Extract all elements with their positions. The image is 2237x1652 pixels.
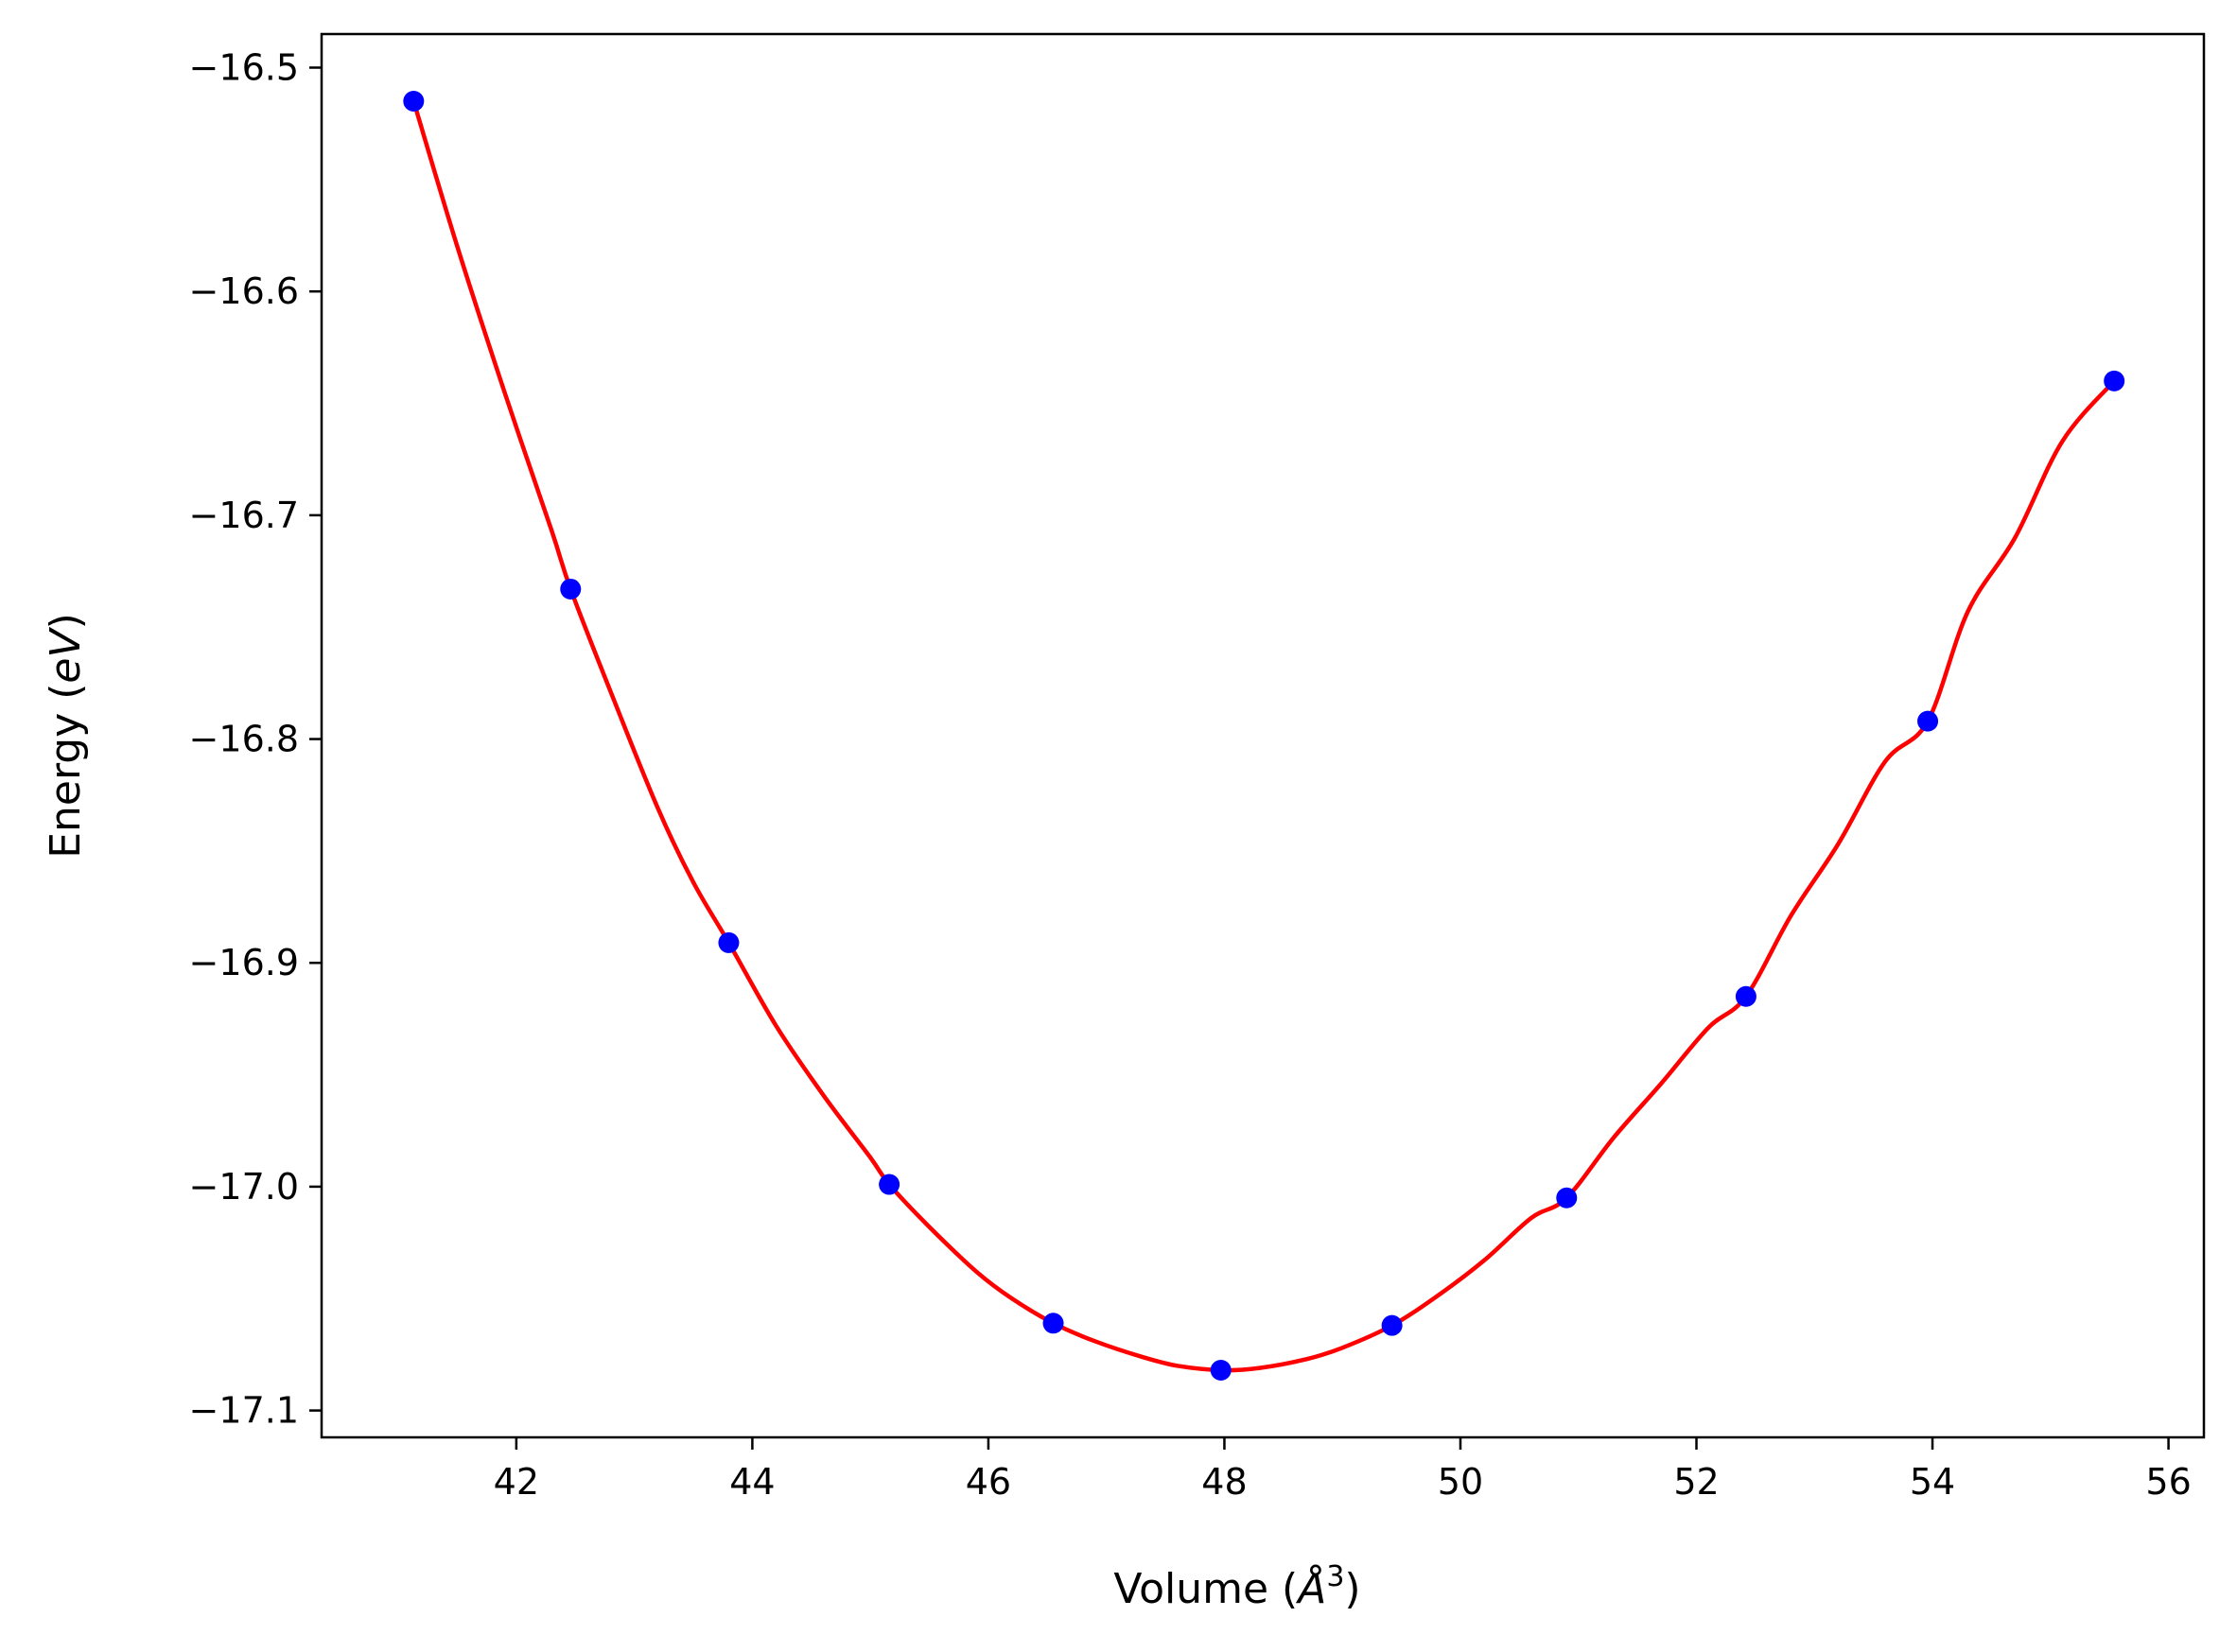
data-point xyxy=(1917,710,1939,732)
x-tick-label: 46 xyxy=(966,1461,1011,1503)
data-point xyxy=(879,1174,900,1195)
data-point xyxy=(1381,1314,1403,1336)
data-points-layer xyxy=(403,91,2125,1381)
y-tick-label: −16.8 xyxy=(189,719,299,760)
x-tick-label: 56 xyxy=(2145,1461,2191,1503)
y-tick-label: −16.6 xyxy=(189,270,299,312)
data-point xyxy=(2104,370,2125,391)
y-tick-label: −17.0 xyxy=(189,1166,299,1208)
x-tick-label: 44 xyxy=(729,1461,775,1503)
data-point xyxy=(1042,1313,1064,1334)
x-tick-label: 42 xyxy=(494,1461,539,1503)
x-axis-ticks: 42 44 46 48 50 52 54 56 xyxy=(494,1437,2192,1503)
x-tick-label: 52 xyxy=(1673,1461,1719,1503)
x-tick-label: 50 xyxy=(1438,1461,1483,1503)
y-tick-label: −17.1 xyxy=(189,1390,299,1432)
fit-curve-layer xyxy=(411,100,2116,1373)
y-tick-label: −16.7 xyxy=(189,495,299,536)
y-tick-label: −16.9 xyxy=(189,942,299,983)
plot-frame xyxy=(320,32,2206,1439)
data-point xyxy=(718,931,740,953)
data-point xyxy=(1556,1187,1578,1209)
data-point xyxy=(560,578,582,600)
y-axis-label: Energy (eV) xyxy=(42,613,90,859)
x-tick-label: 48 xyxy=(1201,1461,1247,1503)
data-point xyxy=(403,91,425,113)
y-tick-label: −16.5 xyxy=(189,47,299,89)
y-axis-ticks: −16.5 −16.6 −16.7 −16.8 −16.9 −17.0 −17.1 xyxy=(189,47,322,1432)
x-tick-label: 54 xyxy=(1910,1461,1955,1503)
data-point xyxy=(1735,985,1756,1007)
fit-curve xyxy=(411,100,2116,1373)
data-point xyxy=(1210,1359,1232,1381)
x-axis-label: Volume (Å3) xyxy=(1113,1560,1360,1613)
